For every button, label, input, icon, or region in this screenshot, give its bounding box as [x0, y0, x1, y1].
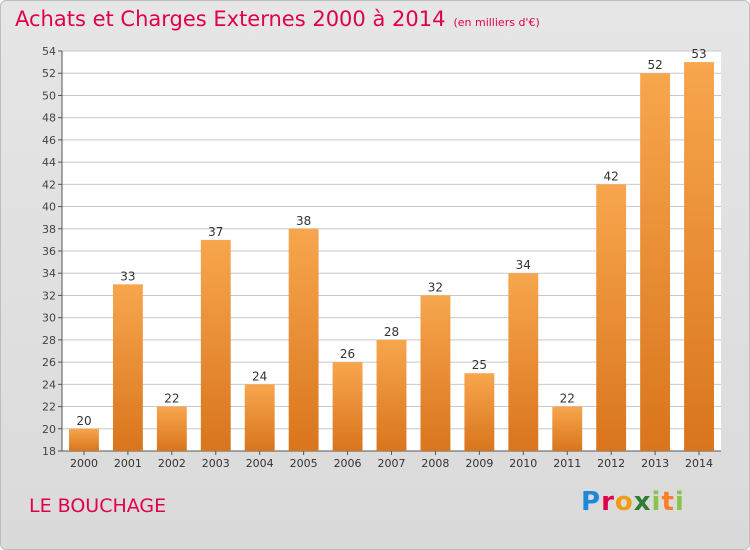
x-tick-label: 2000: [70, 457, 98, 470]
y-tick-label: 48: [42, 112, 56, 125]
y-tick-label: 50: [42, 89, 56, 102]
x-tick-label: 2003: [202, 457, 230, 470]
y-tick-label: 54: [42, 45, 56, 58]
commune-name: LE BOUCHAGE: [29, 495, 167, 517]
bar-value-label: 24: [252, 369, 267, 383]
bar: [244, 384, 275, 451]
bar-value-label: 25: [472, 358, 487, 372]
bar: [684, 62, 714, 451]
x-tick-label: 2012: [597, 457, 625, 470]
y-tick-label: 40: [42, 201, 56, 214]
x-tick-label: 2009: [465, 457, 493, 470]
y-tick-label: 52: [42, 67, 56, 80]
bar-value-label: 37: [208, 225, 223, 239]
x-tick-label: 2011: [553, 457, 581, 470]
title-main: Achats et Charges Externes 2000 à 2014: [15, 7, 446, 31]
x-tick-label: 2007: [378, 457, 406, 470]
y-tick-label: 20: [42, 423, 56, 436]
y-tick-label: 26: [42, 356, 56, 369]
x-tick-label: 2006: [334, 457, 362, 470]
bar-value-label: 20: [76, 414, 91, 428]
bar: [640, 73, 671, 451]
bar-value-label: 28: [384, 325, 399, 339]
y-tick-label: 22: [42, 401, 56, 414]
bar-value-label: 22: [560, 392, 575, 406]
y-tick-label: 24: [42, 378, 56, 391]
bar-value-label: 22: [164, 392, 179, 406]
bar-value-label: 38: [296, 214, 311, 228]
bar: [200, 239, 231, 451]
y-tick-label: 46: [42, 134, 56, 147]
x-tick-label: 2001: [114, 457, 142, 470]
bar-value-label: 26: [340, 347, 355, 361]
title-unit: (en milliers d'€): [453, 16, 540, 29]
y-tick-label: 44: [42, 156, 56, 169]
bar: [156, 406, 187, 451]
bar: [464, 373, 495, 451]
y-tick-label: 32: [42, 289, 56, 302]
bar: [332, 362, 363, 451]
bar: [376, 339, 407, 451]
bar-value-label: 52: [647, 58, 662, 72]
bar: [69, 428, 99, 451]
bar-value-label: 42: [604, 169, 619, 183]
bar-value-label: 53: [691, 47, 706, 61]
y-tick-label: 42: [42, 178, 56, 191]
y-tick-label: 38: [42, 223, 56, 236]
bar-value-label: 34: [516, 258, 531, 272]
proxiti-logo: Proxiti: [581, 487, 685, 517]
bar-value-label: 33: [120, 269, 135, 283]
bar: [596, 184, 627, 452]
y-tick-label: 36: [42, 245, 56, 258]
y-tick-label: 34: [42, 267, 56, 280]
x-tick-label: 2002: [158, 457, 186, 470]
bar: [112, 284, 143, 451]
bar: [420, 295, 451, 451]
y-tick-label: 28: [42, 334, 56, 347]
y-tick-label: 18: [42, 445, 56, 458]
x-tick-label: 2010: [509, 457, 537, 470]
x-tick-label: 2004: [246, 457, 274, 470]
x-tick-label: 2005: [290, 457, 318, 470]
x-tick-label: 2008: [421, 457, 449, 470]
bar: [552, 406, 583, 451]
bar-value-label: 32: [428, 280, 443, 294]
x-tick-label: 2013: [641, 457, 669, 470]
bar: [288, 228, 319, 451]
x-tick-label: 2014: [685, 457, 713, 470]
chart-title: Achats et Charges Externes 2000 à 2014 (e…: [15, 7, 540, 31]
bar: [508, 273, 539, 451]
y-tick-label: 30: [42, 312, 56, 325]
